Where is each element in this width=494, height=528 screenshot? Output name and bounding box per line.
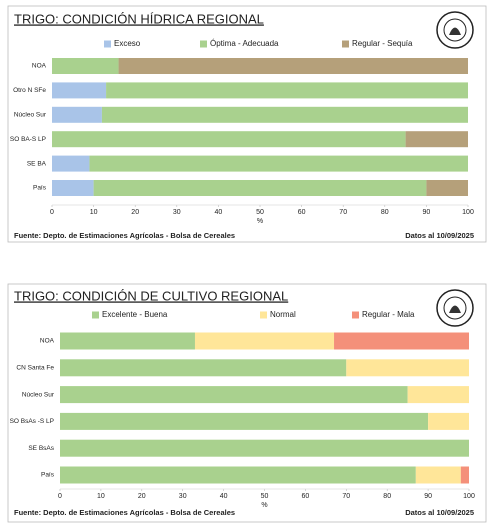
- chart-title: TRIGO: CONDICIÓN HÍDRICA REGIONAL: [14, 11, 264, 26]
- category-label: País: [41, 472, 55, 479]
- bar-segment: [194, 332, 335, 350]
- category-label: SE BA: [27, 160, 47, 167]
- x-tick-label: 80: [381, 209, 389, 216]
- category-label: CN Santa Fe: [16, 365, 54, 372]
- bar-segment: [415, 466, 461, 484]
- bar-segment: [426, 180, 468, 196]
- chart-frame: [7, 5, 487, 243]
- x-tick-label: 60: [302, 493, 310, 500]
- bar-segment: [60, 439, 469, 457]
- x-tick-label: 100: [462, 209, 474, 216]
- date-note: Datos al 10/09/2025: [405, 231, 474, 240]
- source-note: Fuente: Depto. de Estimaciones Agrícolas…: [14, 231, 235, 240]
- bar-segment: [405, 131, 468, 148]
- bar-segment: [60, 412, 429, 430]
- bar-segment: [52, 155, 90, 172]
- x-tick-label: 90: [423, 209, 431, 216]
- legend-swatch: [200, 40, 207, 48]
- chart-title: TRIGO: CONDICIÓN DE CULTIVO REGIONAL: [14, 288, 288, 303]
- bar-segment: [60, 359, 347, 377]
- category-label: SE BsAs: [28, 445, 54, 452]
- legend-label: Excelente - Buena: [102, 310, 168, 319]
- legend-label: Óptima - Adecuada: [210, 39, 279, 48]
- legend-swatch: [92, 311, 99, 319]
- bar-segment: [60, 466, 416, 484]
- date-note: Datos al 10/09/2025: [405, 508, 474, 517]
- x-tick-label: 60: [298, 209, 306, 216]
- legend-swatch: [342, 40, 349, 48]
- bar-segment: [101, 106, 469, 123]
- x-tick-label: 50: [261, 493, 269, 500]
- category-label: SO BsAs -S LP: [10, 418, 54, 425]
- bar-segment: [93, 180, 427, 196]
- legend-swatch: [352, 311, 359, 319]
- bar-segment: [334, 332, 469, 350]
- logo-inner: [443, 296, 467, 320]
- logo-mark: [449, 27, 461, 35]
- category-label: Núcleo Sur: [14, 112, 47, 119]
- bar-segment: [52, 106, 102, 123]
- category-label: SO BA-S LP: [10, 136, 46, 143]
- source-note: Fuente: Depto. de Estimaciones Agrícolas…: [14, 508, 235, 517]
- category-label: Núcleo Sur: [22, 391, 55, 398]
- x-tick-label: 10: [97, 493, 105, 500]
- x-tick-label: 30: [179, 493, 187, 500]
- bar-segment: [346, 359, 469, 377]
- bar-segment: [52, 82, 107, 99]
- x-tick-label: 70: [339, 209, 347, 216]
- category-label: País: [33, 185, 47, 192]
- legend-swatch: [260, 311, 267, 319]
- legend-swatch: [104, 40, 111, 48]
- x-tick-label: 0: [50, 209, 54, 216]
- bar-segment: [60, 332, 195, 350]
- bar-segment: [89, 155, 468, 172]
- legend-label: Normal: [270, 310, 296, 319]
- category-label: NOA: [40, 338, 55, 345]
- x-tick-label: 50: [256, 209, 264, 216]
- bar-segment: [60, 386, 408, 404]
- x-tick-label: 100: [463, 493, 475, 500]
- x-tick-label: 10: [90, 209, 98, 216]
- bar-segment: [52, 180, 94, 196]
- bar-segment: [106, 82, 468, 99]
- x-tick-label: 30: [173, 209, 181, 216]
- legend-label: Exceso: [114, 39, 141, 48]
- x-tick-label: 40: [215, 209, 223, 216]
- category-label: Otro N SFe: [13, 87, 46, 94]
- x-tick-label: 20: [138, 493, 146, 500]
- bar-segment: [52, 58, 119, 74]
- bar-segment: [118, 58, 468, 74]
- logo-inner: [443, 18, 467, 42]
- x-tick-label: 70: [342, 493, 350, 500]
- legend-label: Regular - Sequía: [352, 39, 413, 48]
- bar-segment: [460, 466, 469, 484]
- legend-label: Regular - Mala: [362, 310, 415, 319]
- x-tick-label: 80: [383, 493, 391, 500]
- x-tick-label: 20: [131, 209, 139, 216]
- x-tick-label: 90: [424, 493, 432, 500]
- x-tick-label: 40: [220, 493, 228, 500]
- x-axis-label: %: [257, 218, 263, 225]
- bar-segment: [428, 412, 469, 430]
- logo-mark: [449, 305, 461, 313]
- bar-segment: [52, 131, 406, 148]
- bar-segment: [407, 386, 469, 404]
- x-tick-label: 0: [58, 493, 62, 500]
- x-axis-label: %: [261, 502, 267, 509]
- category-label: NOA: [32, 63, 47, 70]
